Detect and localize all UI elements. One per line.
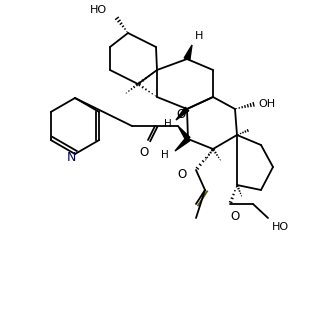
- Polygon shape: [176, 107, 189, 120]
- Polygon shape: [175, 137, 190, 151]
- Text: O: O: [139, 146, 149, 159]
- Text: O: O: [176, 108, 185, 121]
- Text: O: O: [230, 210, 240, 223]
- Text: OH: OH: [258, 99, 275, 109]
- Text: O: O: [178, 167, 187, 181]
- Polygon shape: [184, 45, 192, 60]
- Text: HO: HO: [272, 222, 289, 232]
- Text: H: H: [195, 31, 203, 41]
- Text: H: H: [164, 119, 172, 129]
- Text: H: H: [161, 150, 169, 160]
- Text: HO: HO: [90, 5, 107, 15]
- Polygon shape: [178, 126, 190, 140]
- Text: N: N: [66, 150, 76, 164]
